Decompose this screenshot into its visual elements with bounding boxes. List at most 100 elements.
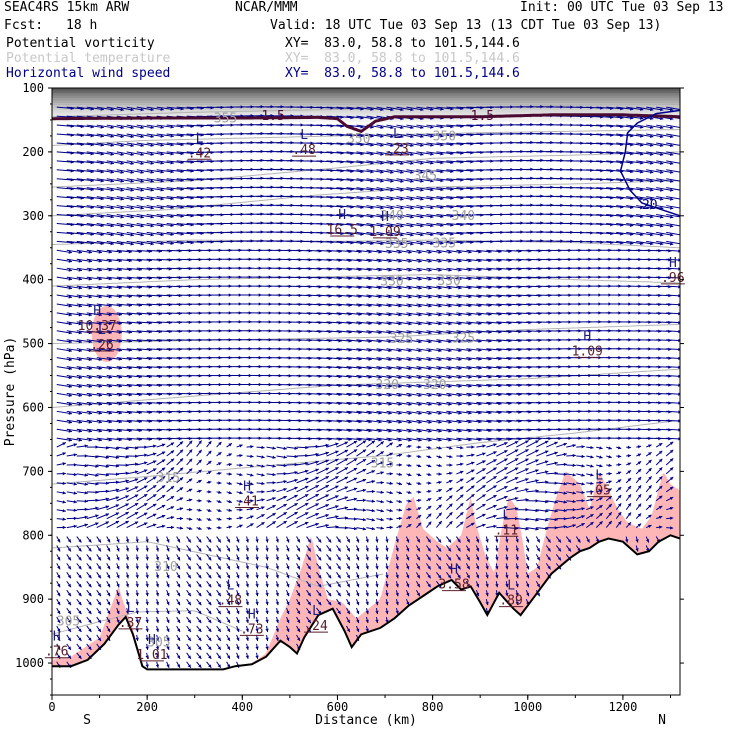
- wind-arrow-head: [110, 170, 114, 174]
- wind-arrow-head: [198, 655, 202, 659]
- wind-arrow-head: [115, 521, 120, 524]
- wind-arrow-head: [73, 508, 77, 512]
- wind-arrow-head: [95, 514, 99, 518]
- wind-arrow-head: [160, 125, 164, 129]
- wind-arrow-head: [187, 592, 191, 597]
- wind-arrow-head: [427, 445, 432, 450]
- wind-arrow-head: [130, 233, 134, 237]
- wind-arrow-head: [150, 242, 154, 246]
- wind-arrow-head: [179, 487, 184, 491]
- wind-arrow-head: [73, 516, 77, 521]
- strat-shading-band: [52, 95, 680, 98]
- wind-arrow-head: [228, 525, 232, 529]
- wind-arrow-head: [78, 637, 82, 641]
- wind-arrow-head: [88, 402, 92, 406]
- wind-arrow-head: [78, 646, 82, 650]
- wind-arrow-head: [57, 556, 61, 561]
- wind-arrow-head: [160, 232, 164, 237]
- wind-arrow-head: [143, 503, 148, 507]
- wind-arrow-head: [166, 601, 170, 606]
- wind-arrow-head: [67, 548, 71, 552]
- wind-arrow-head: [88, 583, 92, 588]
- wind-arrow-head: [161, 524, 166, 529]
- wind-arrow-head: [150, 224, 154, 228]
- wind-arrow-head: [170, 232, 174, 237]
- wind-arrow-head: [152, 460, 157, 464]
- wind-arrow-head: [207, 517, 212, 521]
- wind-arrow-head: [97, 601, 101, 606]
- wind-arrow-head: [153, 444, 157, 448]
- wind-arrow-head: [152, 476, 157, 480]
- wind-arrow-head: [217, 637, 221, 641]
- wind-arrow-head: [155, 628, 160, 632]
- wind-arrow-head: [208, 440, 212, 445]
- wind-arrow-head: [198, 459, 202, 464]
- wind-arrow-head: [98, 339, 102, 344]
- wind-arrow-head: [68, 429, 72, 433]
- wind-arrow-head: [120, 179, 124, 183]
- wind-arrow-head: [140, 233, 144, 237]
- wind-arrow-head: [179, 526, 184, 530]
- wind-arrow-head: [57, 646, 61, 650]
- wind-arrow-head: [245, 646, 249, 650]
- wind-arrow-head: [170, 476, 175, 480]
- wind-arrow-head: [198, 619, 202, 624]
- wind-arrow-head: [438, 472, 442, 476]
- wind-arrow-head: [145, 610, 149, 615]
- wind-arrow-head: [98, 259, 102, 263]
- wind-arrow-head: [78, 304, 82, 308]
- wind-arrow-head: [95, 464, 99, 468]
- wind-arrow-head: [88, 548, 92, 552]
- wind-arrow-head: [198, 548, 202, 552]
- wind-arrow-head: [125, 592, 130, 597]
- wind-arrow-head: [177, 664, 180, 668]
- wind-arrow-head: [88, 592, 92, 597]
- wind-arrow-head: [217, 619, 221, 624]
- wind-arrow-head: [84, 515, 88, 519]
- wind-arrow-head: [57, 610, 61, 615]
- wind-arrow-head: [217, 628, 221, 632]
- wind-arrow-head: [226, 628, 230, 632]
- wind-arrow-head: [207, 526, 212, 530]
- wind-arrow-head: [67, 628, 71, 632]
- wind-arrow-head: [188, 526, 193, 530]
- wind-arrow-head: [105, 513, 109, 517]
- wind-arrow-head: [130, 224, 134, 228]
- wind-arrow-head: [88, 393, 92, 397]
- wind-arrow-head: [97, 583, 101, 588]
- wind-arrow-head: [120, 152, 124, 156]
- wind-arrow-head: [57, 583, 61, 588]
- wind-arrow-head: [110, 179, 114, 183]
- wind-arrow-head: [152, 513, 157, 517]
- wind-arrow-head: [135, 548, 139, 552]
- wind-arrow-head: [78, 610, 82, 615]
- wind-arrow-head: [88, 384, 92, 388]
- wind-arrow-head: [155, 646, 160, 650]
- wind-arrow-head: [105, 521, 109, 525]
- wind-arrow-head: [236, 565, 240, 570]
- wind-arrow-head: [120, 134, 124, 139]
- wind-arrow-head: [218, 517, 222, 521]
- wind-arrow-head: [62, 481, 66, 486]
- wind-arrow-head: [208, 499, 212, 503]
- wind-arrow-head: [166, 565, 170, 570]
- wind-arrow-head: [84, 473, 88, 477]
- wind-arrow-head: [160, 215, 164, 219]
- strat-shading-band: [52, 119, 680, 122]
- wind-arrow-head: [110, 241, 114, 246]
- wind-arrow-head: [170, 196, 174, 201]
- wind-arrow-head: [62, 452, 66, 456]
- strat-shading-band: [52, 102, 680, 105]
- wind-arrow-head: [170, 125, 174, 129]
- wind-arrow-head: [84, 523, 88, 527]
- wind-arrow-head: [130, 161, 134, 165]
- wind-arrow-head: [68, 402, 72, 406]
- wind-arrow-head: [170, 241, 174, 245]
- wind-arrow-head: [68, 250, 72, 254]
- wind-arrow-head: [57, 547, 61, 552]
- wind-arrow-head: [177, 646, 180, 650]
- wind-arrow-head: [134, 446, 139, 450]
- wind-arrow-head: [84, 454, 88, 458]
- wind-arrow-head: [57, 619, 61, 624]
